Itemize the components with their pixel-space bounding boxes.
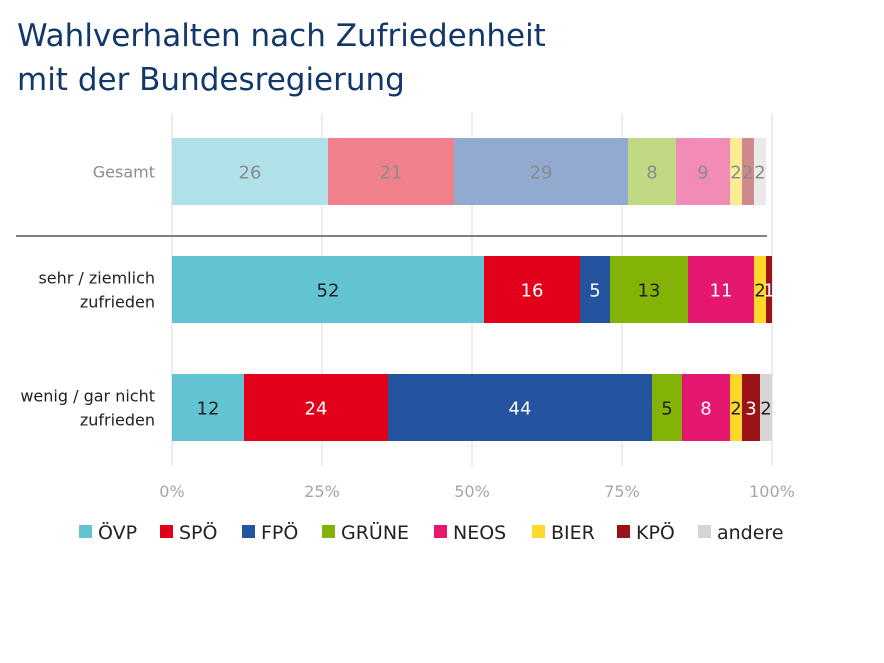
bar-segment: [172, 256, 484, 323]
legend-label: andere: [717, 522, 784, 544]
data-label: 5: [589, 281, 600, 302]
data-label: 52: [317, 281, 340, 302]
data-label: 21: [380, 163, 403, 184]
bar-segment: [610, 256, 688, 323]
bar-segment: [730, 138, 742, 205]
bar-segment: [766, 256, 772, 323]
legend-swatch: [617, 525, 630, 538]
category-label: Gesamt: [93, 163, 155, 182]
bar-segment: [742, 138, 754, 205]
data-label: 11: [710, 281, 733, 302]
legend-label: NEOS: [453, 522, 506, 544]
bar-segment: [244, 374, 388, 441]
bar-segment: [760, 374, 772, 441]
category-label: wenig / gar nicht: [20, 387, 155, 406]
legend-label: SPÖ: [179, 521, 217, 544]
category-label: zufrieden: [80, 411, 155, 430]
legend-swatch: [434, 525, 447, 538]
bar-segment: [388, 374, 652, 441]
data-label: 2: [760, 399, 771, 420]
legend-label: FPÖ: [261, 521, 298, 544]
data-label: 13: [638, 281, 661, 302]
category-label: zufrieden: [80, 293, 155, 312]
data-label: 12: [197, 399, 220, 420]
data-label: 44: [509, 399, 532, 420]
data-label: 29: [530, 163, 553, 184]
data-label: 1: [763, 281, 774, 302]
x-tick-label: 100%: [749, 482, 795, 501]
legend-label: KPÖ: [636, 521, 675, 544]
x-tick-label: 50%: [454, 482, 490, 501]
bar-segment: [754, 256, 766, 323]
chart-title: Wahlverhalten nach Zufriedenheit mit der…: [17, 14, 717, 102]
data-label: 2: [754, 163, 765, 184]
data-label: 2: [730, 163, 741, 184]
category-label: sehr / ziemlich: [38, 269, 155, 288]
bar-segment: [652, 374, 682, 441]
legend-swatch: [532, 525, 545, 538]
data-label: 16: [521, 281, 544, 302]
legend-label: GRÜNE: [341, 521, 409, 544]
data-label: 9: [697, 163, 708, 184]
bar-segment: [742, 374, 760, 441]
legend-swatch: [79, 525, 92, 538]
legend-swatch: [322, 525, 335, 538]
legend-swatch: [160, 525, 173, 538]
x-tick-label: 75%: [604, 482, 640, 501]
data-label: 8: [700, 399, 711, 420]
data-label: 3: [745, 399, 756, 420]
legend-swatch: [242, 525, 255, 538]
bar-segment: [676, 138, 730, 205]
legend-label: BIER: [551, 522, 595, 544]
legend-swatch: [698, 525, 711, 538]
bar-segment: [628, 138, 676, 205]
data-label: 2: [742, 163, 753, 184]
bar-segment: [688, 256, 754, 323]
bar-segment: [172, 138, 328, 205]
bar-segment: [682, 374, 730, 441]
data-label: 8: [646, 163, 657, 184]
data-label: 2: [730, 399, 741, 420]
x-tick-label: 25%: [304, 482, 340, 501]
x-tick-label: 0%: [159, 482, 184, 501]
bar-segment: [172, 374, 244, 441]
bar-segment: [328, 138, 454, 205]
bar-segment: [730, 374, 742, 441]
chart-title-line-2: mit der Bundesregierung: [17, 62, 405, 98]
bar-segment: [484, 256, 580, 323]
bar-segment: [454, 138, 628, 205]
legend-label: ÖVP: [98, 521, 137, 544]
bar-segment: [754, 138, 766, 205]
data-label: 2: [754, 281, 765, 302]
bar-segment: [580, 256, 610, 323]
data-label: 5: [661, 399, 672, 420]
chart-title-line-1: Wahlverhalten nach Zufriedenheit: [17, 18, 546, 54]
data-label: 26: [239, 163, 262, 184]
data-label: 24: [305, 399, 328, 420]
